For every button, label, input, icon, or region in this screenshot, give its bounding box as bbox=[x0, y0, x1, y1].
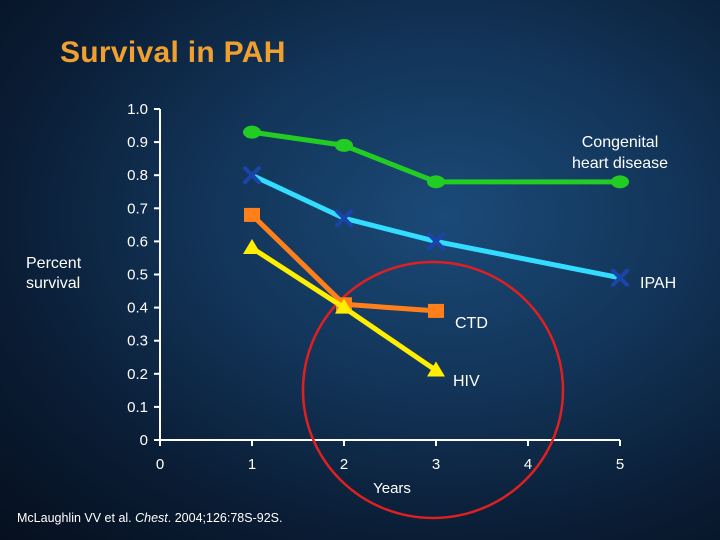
y-tick-label-6: 0.6 bbox=[127, 233, 148, 250]
hiv-point-0 bbox=[243, 239, 261, 255]
x-axis-label: Years bbox=[373, 480, 411, 497]
x-tick-label-0: 0 bbox=[156, 456, 164, 473]
series-line-ipah bbox=[250, 172, 621, 281]
ipah-point-1 bbox=[335, 209, 353, 228]
x-tick-label-2: 2 bbox=[340, 456, 348, 473]
series-label-chd-line-1: heart disease bbox=[572, 155, 668, 172]
series-ctd: CTD bbox=[244, 207, 488, 332]
citation: McLaughlin VV et al. Chest. 2004;126:78S… bbox=[17, 511, 282, 525]
series-label-ipah: IPAH bbox=[640, 275, 676, 292]
series-chd: Congenital heart disease bbox=[243, 125, 668, 189]
series-hiv: HIV bbox=[243, 239, 480, 390]
citation-journal: Chest bbox=[135, 511, 168, 525]
y-tick-label-3: 0.3 bbox=[127, 333, 148, 350]
series-label-chd: Congenital heart disease bbox=[572, 134, 668, 172]
series-ipah: IPAH bbox=[243, 166, 676, 292]
x-tick-label-5: 5 bbox=[616, 456, 624, 473]
series-label-ipah-line-0: IPAH bbox=[640, 275, 676, 292]
ctd-point-0 bbox=[244, 207, 260, 222]
y-tick-label-7: 0.7 bbox=[127, 200, 148, 217]
x-tick-label-3: 3 bbox=[432, 456, 440, 473]
y-tick-label-1: 0.1 bbox=[127, 399, 148, 416]
chd-point-0 bbox=[243, 125, 261, 139]
ipah-point-2 bbox=[427, 232, 445, 251]
y-tick-label-4: 0.4 bbox=[127, 300, 148, 317]
hiv-point-2 bbox=[427, 361, 445, 377]
series-line-chd bbox=[251, 129, 620, 185]
annotations bbox=[301, 260, 565, 520]
chd-point-3 bbox=[611, 175, 629, 189]
hiv-point-1 bbox=[335, 298, 353, 314]
series-layer: Congenital heart disease IPAH CTD HIV bbox=[243, 125, 676, 390]
ipah-point-3 bbox=[611, 268, 629, 287]
axes: 0 0.1 0.2 0.3 0.4 0.5 0.6 0.7 0.8 0.9 1.0 0 1 2 3 4 5 bbox=[127, 101, 624, 473]
series-label-hiv-line-0: HIV bbox=[453, 373, 480, 390]
x-tick-label-4: 4 bbox=[524, 456, 532, 473]
x-tick-label-1: 1 bbox=[248, 456, 256, 473]
chart-title: Survival in PAH bbox=[60, 36, 286, 69]
citation-details: . 2004;126:78S-92S. bbox=[167, 511, 283, 525]
chd-point-1 bbox=[335, 138, 353, 152]
series-label-chd-line-0: Congenital bbox=[582, 134, 659, 151]
citation-authors: McLaughlin VV et al. bbox=[17, 511, 136, 525]
y-tick-label-5: 0.5 bbox=[127, 267, 148, 284]
series-label-hiv: HIV bbox=[453, 373, 480, 390]
y-axis-label: Percent survival bbox=[26, 255, 82, 292]
chd-point-2 bbox=[427, 175, 445, 189]
ctd-point-2 bbox=[428, 303, 444, 318]
y-tick-label-8: 0.8 bbox=[127, 167, 148, 184]
y-tick-label-2: 0.2 bbox=[127, 366, 148, 383]
series-label-ctd-line-0: CTD bbox=[455, 315, 488, 332]
ipah-point-0 bbox=[243, 166, 261, 185]
series-label-ctd: CTD bbox=[455, 315, 488, 332]
highlight-circle bbox=[301, 260, 565, 520]
y-tick-label-9: 0.9 bbox=[127, 134, 148, 151]
y-tick-label-0: 0 bbox=[140, 432, 148, 449]
y-tick-label-10: 1.0 bbox=[127, 101, 148, 118]
